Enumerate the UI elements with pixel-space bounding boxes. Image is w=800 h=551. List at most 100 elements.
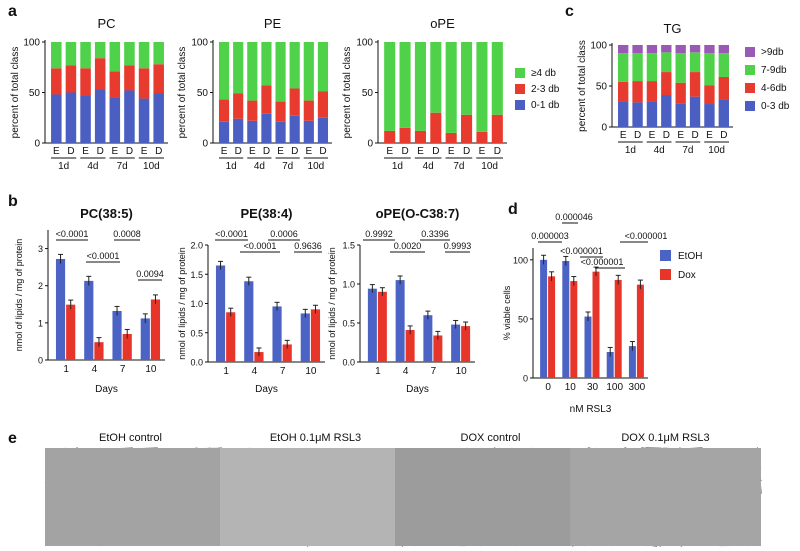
y-tick-label-3-2: 100 — [590, 41, 607, 52]
bar-2-1-6 — [476, 131, 488, 143]
bar-2-1-2 — [414, 130, 426, 143]
micrograph-dox-rsl3 — [570, 448, 761, 546]
bar-3-0-7 — [718, 99, 729, 127]
gbar-7-1-2 — [592, 271, 600, 378]
micro-title-1: EtOH control — [99, 432, 162, 444]
group-label-1-3: 10d — [308, 161, 325, 172]
bar-2-1-5 — [461, 114, 473, 143]
x-cat-0-4: E — [111, 146, 118, 157]
panel-letter-c: c — [565, 3, 574, 20]
group-label-3-2: 7d — [682, 145, 693, 156]
gbar-5-1-2 — [282, 344, 292, 362]
x-cat-0-0: E — [53, 146, 60, 157]
y-tick-label-2-0: 0 — [367, 139, 373, 150]
x-cat-0-6: E — [141, 146, 148, 157]
micrograph-dox-control — [395, 448, 586, 546]
sig-label-5-3: 0.9636 — [294, 241, 322, 251]
sig-label-4-1: <0.0001 — [87, 251, 120, 261]
bar-0-1-3 — [94, 58, 106, 90]
sig-label-6-3: 0.9993 — [444, 241, 472, 251]
y-tick-label-1-0: 0 — [202, 139, 208, 150]
bar-0-0-0 — [51, 94, 62, 143]
bar-0-1-1 — [65, 65, 77, 93]
bar-2-1-1 — [399, 127, 411, 143]
x-cat-3-3: D — [663, 130, 670, 141]
bar-1-0-7 — [317, 117, 329, 143]
bar-1-2-2 — [247, 42, 258, 101]
bar-2-1-4 — [445, 132, 457, 143]
bar-0-0-2 — [80, 95, 91, 143]
x-cat-0-1: D — [67, 146, 74, 157]
gbar-7-0-2 — [584, 316, 592, 378]
stacked-title-3: TG — [663, 21, 681, 36]
bar-3-1-2 — [646, 81, 658, 102]
panel-letter-e: e — [8, 430, 17, 447]
x-cat-3-4: E — [677, 130, 684, 141]
bar-1-0-3 — [261, 113, 272, 143]
group-label-0-3: 10d — [143, 161, 160, 172]
glegend-label-7-1: Dox — [678, 270, 696, 281]
gbar-4-1-1 — [94, 342, 104, 360]
bar-0-2-2 — [80, 42, 91, 69]
bar-2-2-1 — [399, 42, 411, 128]
bar-2-2-3 — [430, 42, 442, 113]
sig-label-6-2: 0.3396 — [421, 229, 449, 239]
bar-0-0-6 — [138, 98, 150, 143]
bar-0-2-1 — [65, 42, 77, 66]
bar-1-1-0 — [218, 99, 230, 122]
stacked-ylabel-1: percent of total class — [177, 47, 188, 139]
bar-1-0-4 — [275, 121, 286, 143]
bar-1-1-7 — [317, 91, 329, 118]
gy-tick-label-5-0: 0.0 — [190, 358, 203, 368]
x-cat-0-2: E — [82, 146, 89, 157]
x-cat-0-3: D — [97, 146, 104, 157]
legend-label-3-2: 4-6db — [761, 83, 787, 94]
grouped-ylabel-4: nmol of lipids / mg of protein — [14, 239, 24, 352]
gx-label-4: Days — [95, 384, 118, 395]
bar-1-0-2 — [247, 120, 258, 143]
bar-0-2-6 — [138, 42, 150, 69]
bar-3-1-1 — [632, 81, 643, 103]
gbar-5-0-3 — [300, 313, 310, 362]
legend-swatch-2-0 — [515, 68, 525, 78]
bar-2-2-5 — [461, 42, 473, 115]
bar-0-0-4 — [109, 97, 121, 143]
bar-3-2-4 — [675, 53, 686, 83]
bar-0-0-3 — [94, 89, 106, 143]
micro-title-2: EtOH 0.1μM RSL3 — [269, 432, 362, 444]
sig-label-7-2: <0.000001 — [560, 246, 603, 256]
gbar-4-0-1 — [84, 280, 94, 360]
gbar-7-1-4 — [636, 284, 644, 378]
stacked-ylabel-2: percent of total class — [342, 47, 353, 139]
group-label-0-0: 1d — [58, 161, 69, 172]
bar-1-1-3 — [261, 85, 272, 114]
x-cat-2-6: E — [479, 146, 486, 157]
gy-tick-label-7-2: 100 — [513, 255, 528, 265]
bar-0-2-3 — [94, 42, 106, 59]
gy-tick-label-4-3: 3 — [38, 244, 43, 254]
bar-3-2-5 — [689, 52, 701, 73]
sig-label-5-1: <0.0001 — [244, 241, 277, 251]
micrograph-etoh-control — [45, 448, 236, 546]
bar-3-1-0 — [618, 81, 629, 102]
x-cat-3-6: E — [706, 130, 713, 141]
gx-label-5: Days — [255, 384, 278, 395]
bar-3-0-4 — [675, 103, 686, 127]
bar-3-0-1 — [632, 102, 643, 127]
bar-1-1-4 — [275, 101, 286, 122]
glegend-swatch-7-1 — [660, 269, 671, 280]
sig-label-5-0: <0.0001 — [215, 229, 248, 239]
bar-3-3-1 — [632, 45, 643, 54]
legend-swatch-2-1 — [515, 84, 525, 94]
gbar-7-0-3 — [606, 352, 614, 378]
sig-label-5-2: 0.0006 — [270, 229, 298, 239]
bar-3-1-5 — [689, 72, 701, 97]
sig-label-7-1: 0.000003 — [531, 231, 569, 241]
bar-1-2-4 — [275, 42, 286, 102]
x-cat-1-7: D — [319, 146, 326, 157]
gx-cat-6-1: 4 — [403, 366, 409, 377]
gx-cat-7-1: 10 — [565, 382, 577, 393]
gy-tick-label-4-2: 2 — [38, 281, 43, 291]
grouped-title-4: PC(38:5) — [80, 206, 133, 221]
gx-cat-4-1: 4 — [92, 364, 98, 375]
